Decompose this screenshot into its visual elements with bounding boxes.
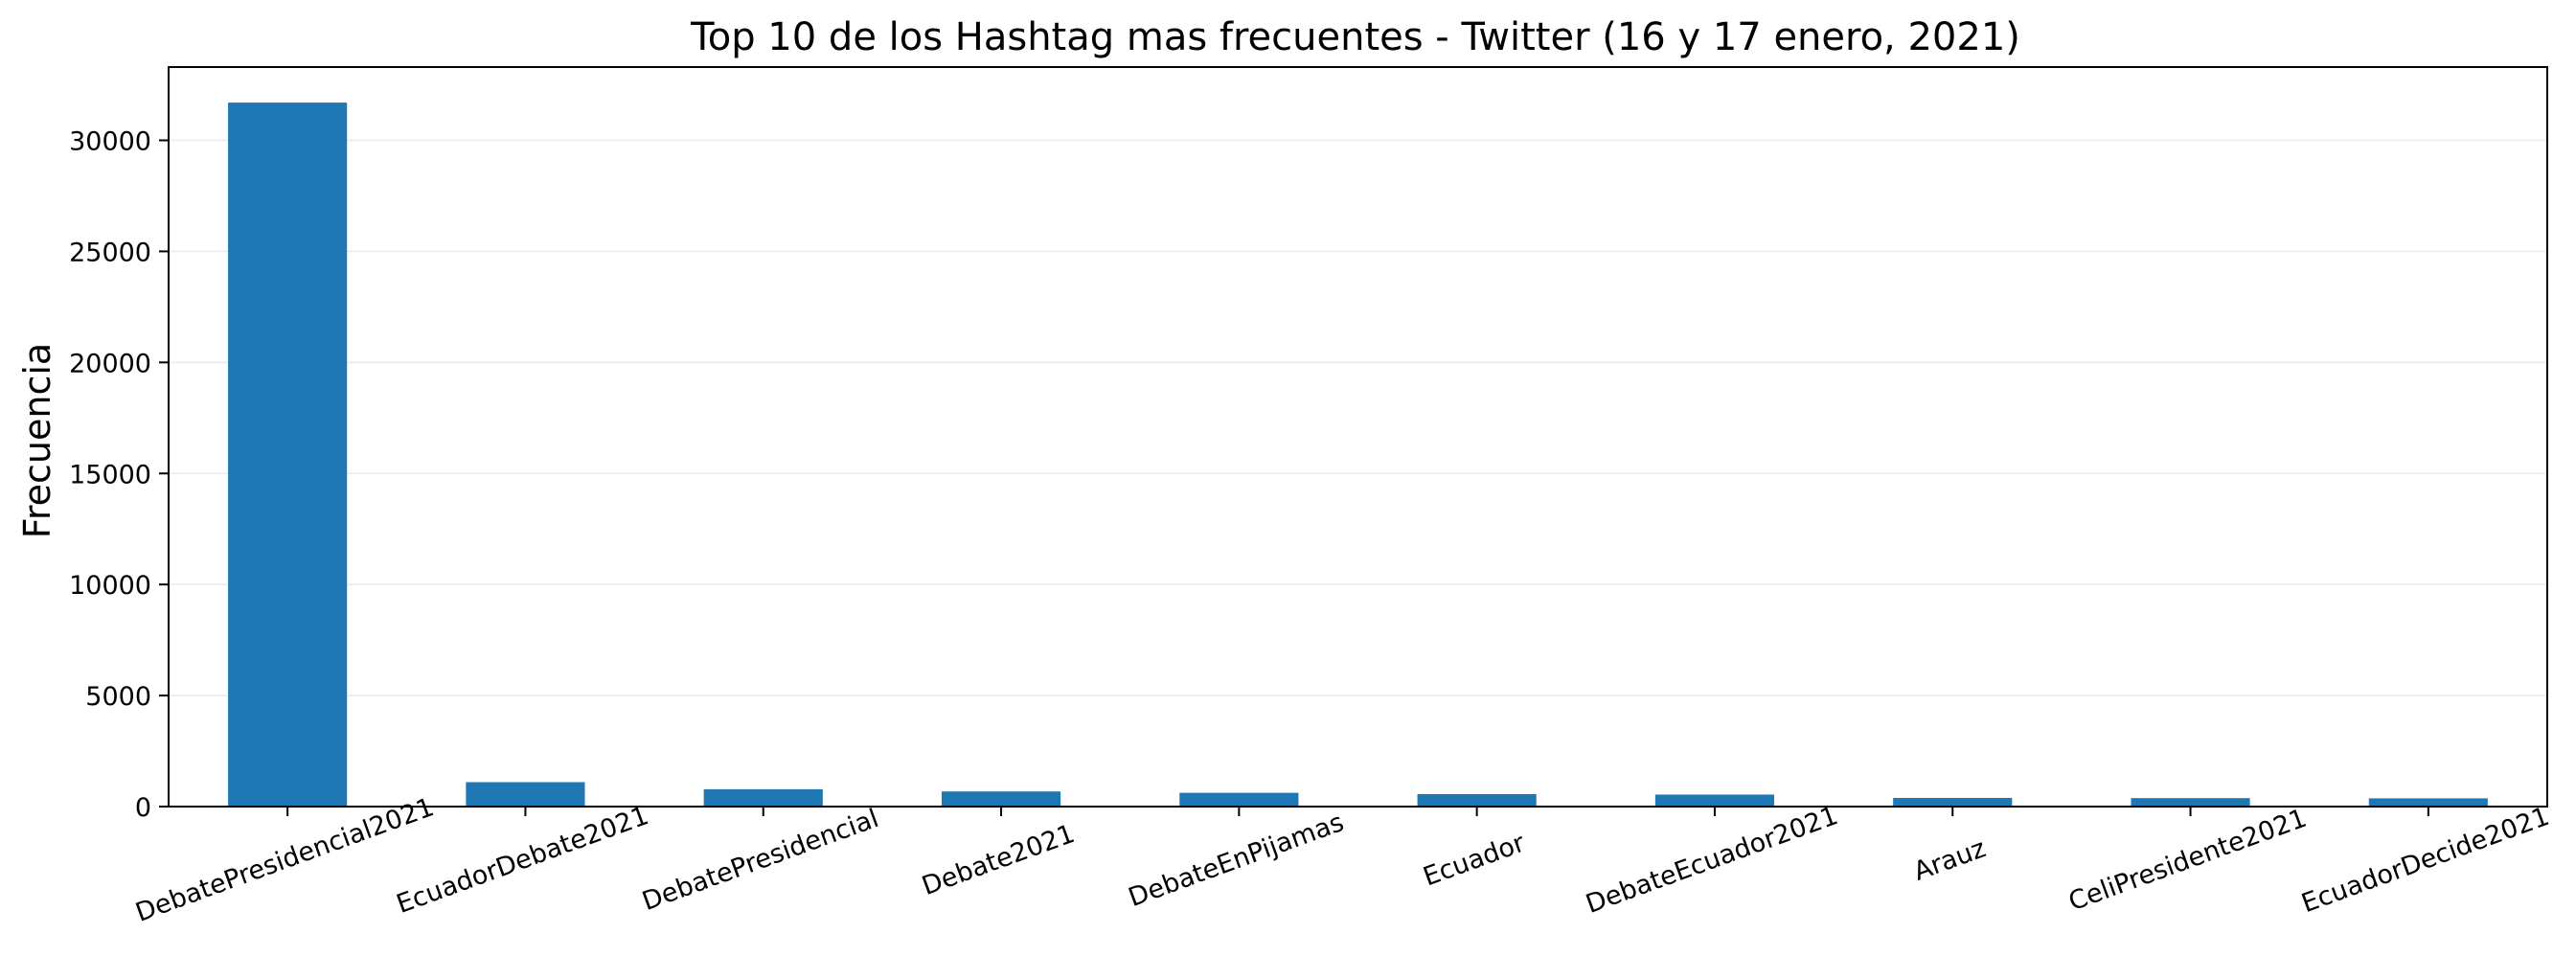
bar (2131, 798, 2250, 807)
y-tick-label: 25000 (69, 238, 151, 267)
x-tick-label: Arauz (1910, 833, 1990, 887)
x-tick-label: EcuadorDecide2021 (2298, 802, 2554, 919)
bar (2368, 798, 2488, 807)
x-tick-label: DebateEnPijamas (1125, 808, 1348, 913)
x-tick-label: DebatePresidencial2021 (131, 792, 438, 928)
bar (941, 791, 1061, 807)
bar (1654, 794, 1775, 807)
y-tick-label: 20000 (69, 349, 151, 378)
y-tick-label: 30000 (69, 127, 151, 157)
bar (228, 102, 348, 808)
plot-frame (168, 66, 2548, 808)
bars (228, 102, 2488, 808)
y-tick-label: 15000 (69, 460, 151, 490)
bar (1893, 797, 2013, 807)
chart-title: Top 10 de los Hashtag mas frecuentes - T… (690, 15, 2020, 59)
y-tick-label: 10000 (69, 571, 151, 601)
y-axis-ticks: 0 5000 10000 15000 20000 25000 30000 (69, 127, 169, 823)
x-tick-label: DebatePresidencial (638, 804, 882, 917)
x-tick-label: Ecuador (1420, 828, 1530, 892)
bar (1179, 792, 1299, 807)
bar (1417, 794, 1537, 807)
y-axis-label: Frecuencia (16, 343, 58, 538)
x-tick-label: CeliPresidente2021 (2064, 804, 2311, 918)
y-tick-label: 5000 (85, 682, 151, 712)
bar (703, 788, 823, 807)
x-tick-label: DebateEcuador2021 (1582, 801, 1841, 920)
gridlines (169, 139, 2547, 696)
x-tick-label: Debate2021 (918, 819, 1079, 901)
bar (466, 782, 585, 807)
y-tick-label: 0 (135, 793, 151, 823)
x-axis-ticks: DebatePresidencial2021 Ecuador Debate2021 D… (131, 792, 2553, 928)
